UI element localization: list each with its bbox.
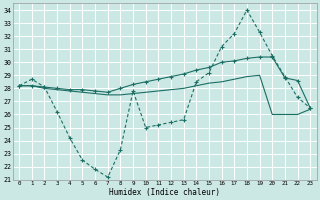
X-axis label: Humidex (Indice chaleur): Humidex (Indice chaleur): [109, 188, 220, 197]
